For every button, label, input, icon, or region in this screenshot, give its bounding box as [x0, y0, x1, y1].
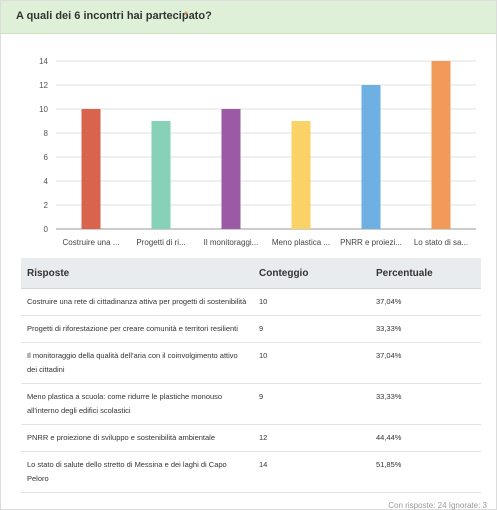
response-summary: Con risposte: 24 Ignorate: 3 [388, 501, 487, 510]
answer-cell: Il monitoraggio della qualità dell'aria … [21, 342, 253, 384]
bar[interactable] [431, 61, 451, 229]
bar[interactable] [361, 85, 381, 229]
x-tick-label: Il monitoraggi... [204, 238, 259, 247]
answer-cell: Costruire una rete di cittadinanza attiv… [21, 288, 253, 316]
y-tick-label: 8 [44, 129, 49, 138]
answer-cell: Meno plastica a scuola: come ridurre le … [21, 383, 253, 425]
count-cell: 9 [253, 315, 370, 343]
question-header: A quali dei 6 incontri hai partecipato? … [1, 1, 496, 34]
y-tick-label: 6 [44, 153, 49, 162]
count-cell: 10 [253, 342, 370, 384]
answer-cell: PNRR e proiezione di sviluppo e sostenib… [21, 424, 253, 452]
percent-cell: 37,04% [370, 342, 481, 384]
table-row: Meno plastica a scuola: come ridurre le … [21, 383, 481, 425]
bar[interactable] [81, 109, 101, 229]
percent-cell: 37,04% [370, 288, 481, 316]
table-row: PNRR e proiezione di sviluppo e sostenib… [21, 424, 481, 452]
x-tick-label: Meno plastica ... [272, 238, 330, 247]
bar[interactable] [221, 109, 241, 229]
count-cell: 10 [253, 288, 370, 316]
question-title: A quali dei 6 incontri hai partecipato? [16, 10, 212, 22]
header-count: Conteggio [253, 258, 370, 289]
responses-table: Risposte Conteggio Percentuale Costruire… [21, 258, 481, 493]
percent-cell: 51,85% [370, 451, 481, 493]
percent-cell: 33,33% [370, 315, 481, 343]
y-tick-label: 2 [44, 201, 49, 210]
y-tick-label: 10 [39, 105, 48, 114]
bar-chart: 0 2 4 6 8 10 12 14 Costruire una ... Progetti di … [39, 57, 476, 247]
count-cell: 12 [253, 424, 370, 452]
table-row: Progetti di riforestazione per creare co… [21, 315, 481, 343]
answer-cell: Progetti di riforestazione per creare co… [21, 315, 253, 343]
required-mark: * [184, 10, 188, 21]
bar[interactable] [151, 121, 171, 229]
y-tick-label: 14 [39, 57, 48, 66]
answer-cell: Lo stato di salute dello stretto di Mess… [21, 451, 253, 493]
x-tick-label: Progetti di ri... [136, 238, 185, 247]
table-row: Il monitoraggio della qualità dell'aria … [21, 342, 481, 384]
y-tick-label: 12 [39, 81, 48, 90]
bar[interactable] [291, 121, 311, 229]
table-row: Costruire una rete di cittadinanza attiv… [21, 288, 481, 316]
header-answers: Risposte [21, 258, 253, 289]
table-row: Lo stato di salute dello stretto di Mess… [21, 451, 481, 493]
y-tick-label: 4 [44, 177, 49, 186]
y-tick-label: 0 [44, 225, 49, 234]
header-percent: Percentuale [370, 258, 481, 289]
table-header-row: Risposte Conteggio Percentuale [21, 258, 481, 289]
percent-cell: 33,33% [370, 383, 481, 425]
count-cell: 14 [253, 451, 370, 493]
x-tick-label: Lo stato di sa... [414, 238, 468, 247]
x-tick-label: Costruire una ... [63, 238, 120, 247]
percent-cell: 44,44% [370, 424, 481, 452]
count-cell: 9 [253, 383, 370, 425]
x-tick-label: PNRR e proiezi... [340, 238, 402, 247]
